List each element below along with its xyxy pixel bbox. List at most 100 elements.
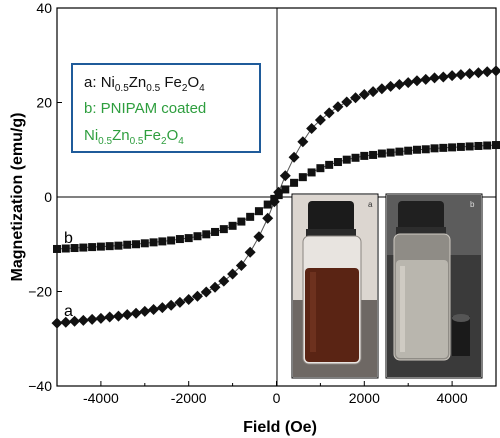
series-a-point — [446, 70, 458, 82]
series-b-point — [386, 148, 395, 157]
series-b-point — [53, 244, 61, 253]
series-b-point — [369, 150, 378, 159]
series-a-point — [341, 96, 353, 108]
series-b-point — [175, 235, 184, 244]
series-a-point — [420, 73, 432, 85]
series-b-point — [193, 232, 202, 241]
series-b-point — [351, 153, 360, 162]
y-tick-label: 0 — [44, 189, 52, 205]
series-b-point — [228, 221, 237, 230]
series-a-point — [200, 286, 212, 298]
series-b-point — [158, 237, 167, 246]
series-a-point — [69, 315, 81, 327]
series-a-point — [209, 281, 221, 293]
y-tick-label: 20 — [36, 95, 52, 111]
series-a-point — [130, 307, 142, 319]
series-b-point — [132, 240, 141, 249]
series-b-point — [123, 240, 132, 249]
legend-entry-b-line2: Ni0.5Zn0.5Fe2O4 — [84, 127, 184, 147]
series-a-point — [455, 69, 467, 81]
x-tick-label: 4000 — [437, 390, 468, 406]
series-a-point — [350, 92, 362, 104]
series-b-point — [184, 234, 193, 243]
series-a-point — [376, 83, 388, 95]
series-b-point — [274, 191, 283, 200]
x-axis-title: Field (Oe) — [243, 419, 317, 436]
series-a-point — [174, 296, 186, 308]
x-tick-label: -2000 — [171, 390, 207, 406]
series-b-point — [140, 239, 149, 248]
series-b-point — [254, 207, 263, 216]
series-b-point — [298, 173, 307, 182]
series-a-point — [411, 75, 423, 87]
series-b-point — [219, 225, 228, 234]
series-b-point — [474, 141, 483, 150]
series-a-point — [367, 86, 379, 98]
axis-ticks: -4000 -2000 0 2000 4000 40 20 0 −20 −40 — [28, 0, 497, 406]
vial-liquid-b — [396, 260, 448, 358]
series-b-point — [342, 155, 351, 164]
series-b-point — [263, 200, 272, 209]
series-a-point — [253, 231, 265, 243]
series-b-point — [439, 143, 448, 152]
series-b-point — [270, 194, 279, 203]
series-a-point — [112, 310, 124, 322]
series-b-point — [211, 227, 220, 236]
inset-label-b: b — [470, 200, 475, 209]
curve-label-b: b — [64, 230, 73, 247]
series-b-point — [483, 141, 492, 150]
series-a-point — [437, 71, 449, 83]
legend-entry-a: a: Ni0.5Zn0.5 Fe2O4 — [84, 74, 205, 94]
series-a-point — [60, 316, 72, 328]
series-b-point — [333, 158, 342, 167]
y-axis-title: Magnetization (emu/g) — [9, 113, 26, 282]
series-a-point — [429, 72, 441, 84]
series-a-point — [104, 311, 116, 323]
series-a-point — [306, 122, 318, 134]
series-b-markers — [53, 141, 500, 253]
series-a-point — [393, 79, 405, 91]
series-a-point — [314, 114, 326, 126]
series-a-point — [323, 107, 335, 119]
series-b-point — [421, 145, 430, 154]
series-a-point — [156, 302, 168, 314]
series-b-point — [105, 242, 114, 251]
y-tick-label: −40 — [28, 378, 52, 394]
series-b-point — [316, 164, 325, 173]
inset-label-a: a — [368, 200, 373, 209]
x-tick-label: 0 — [273, 390, 281, 406]
series-a-point — [86, 313, 98, 325]
series-b-point — [70, 244, 79, 253]
series-a-point — [332, 101, 344, 113]
series-a-point — [262, 212, 274, 224]
series-a-point — [227, 268, 239, 280]
vial-cap-a — [308, 201, 354, 235]
series-b-point — [167, 236, 176, 245]
series-a-point — [148, 303, 160, 315]
curve-label-a: a — [64, 303, 73, 320]
series-b-point — [412, 145, 421, 154]
series-b-point — [307, 168, 316, 177]
series-b-point — [448, 143, 457, 152]
y-tick-label: −20 — [28, 284, 52, 300]
series-a-point — [358, 88, 370, 100]
series-b-point — [456, 142, 465, 151]
series-a-point — [490, 65, 500, 77]
series-b-point — [430, 144, 439, 153]
series-b-point — [79, 243, 88, 252]
magnet-b — [452, 316, 470, 356]
series-b-point — [281, 185, 290, 194]
inset-photo-a: a — [291, 193, 379, 379]
inset-photo-b: b — [385, 193, 483, 379]
series-a-point — [385, 80, 397, 92]
series-a-point — [191, 290, 203, 302]
series-a-point — [402, 77, 414, 89]
series-a-markers — [51, 65, 500, 329]
series-b-point — [61, 244, 70, 253]
series-a-point — [481, 66, 493, 78]
x-tick-label: 2000 — [349, 390, 380, 406]
series-b-point — [404, 146, 413, 155]
series-a-point — [183, 294, 195, 306]
series-b-point — [237, 217, 246, 226]
